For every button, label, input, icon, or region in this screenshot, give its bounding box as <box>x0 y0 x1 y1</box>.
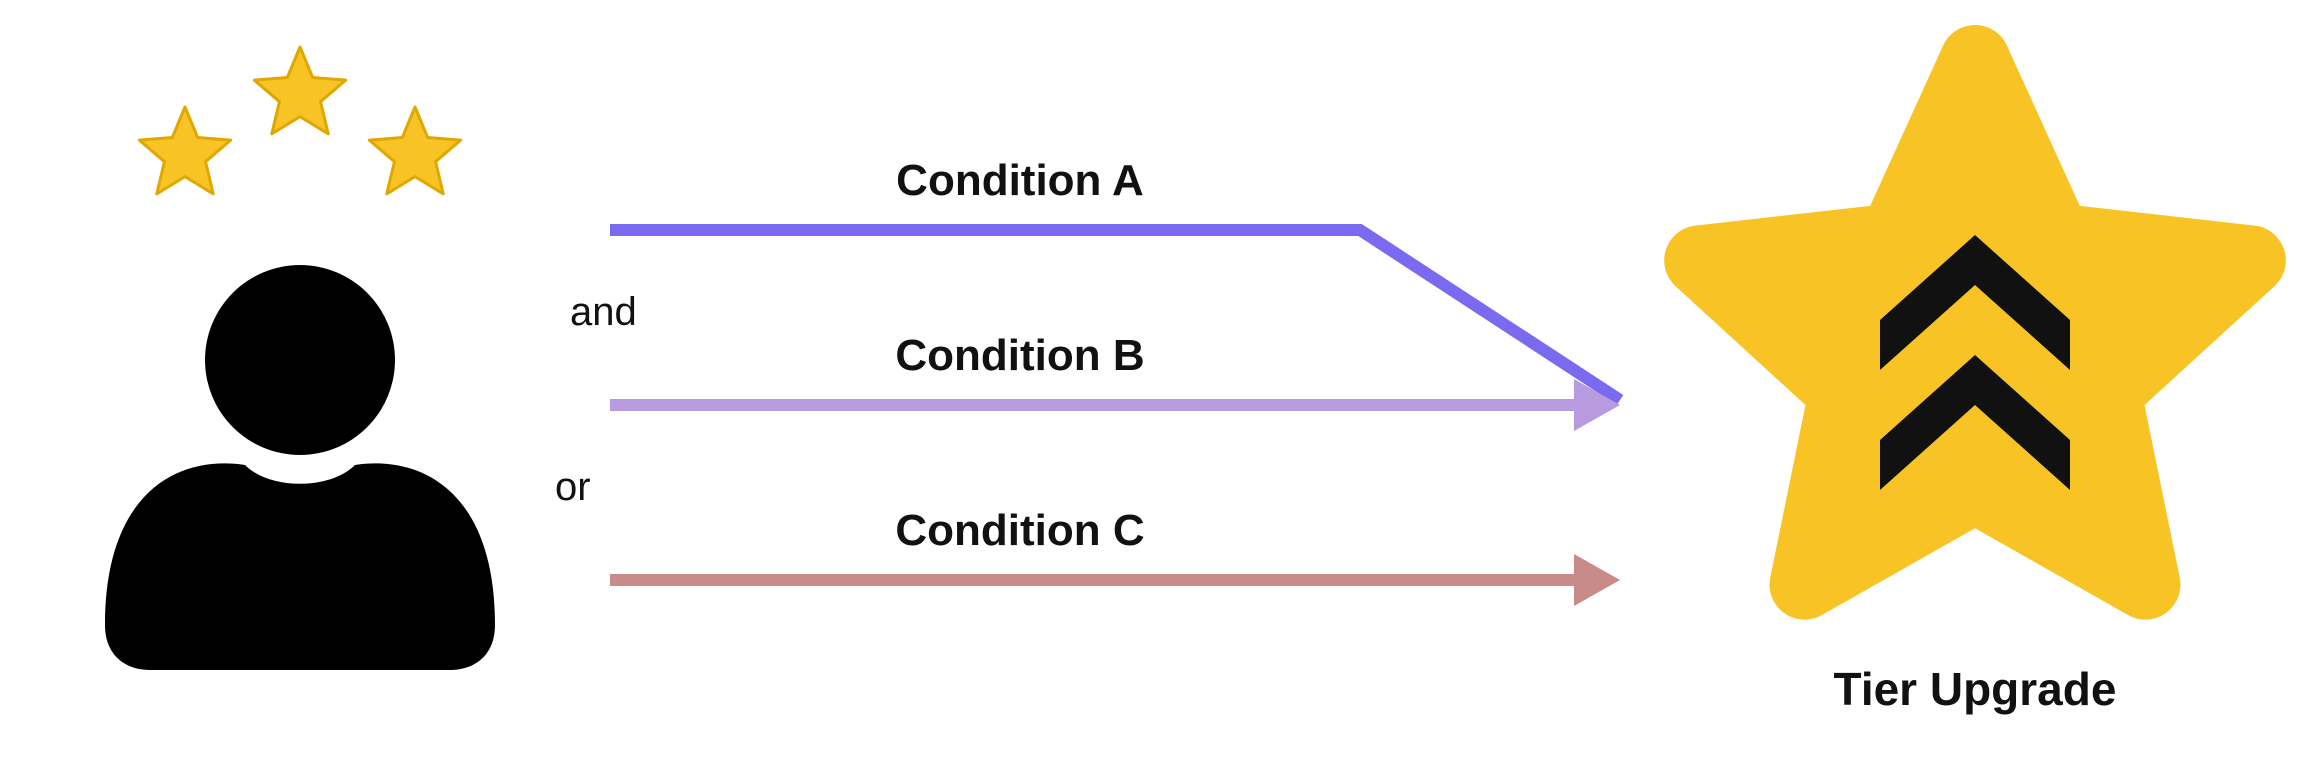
connector-or: or <box>555 465 591 509</box>
user-star-icon <box>139 107 230 194</box>
tier-upgrade-icon <box>1699 60 2251 585</box>
arrow-condition-c: Condition C <box>610 506 1620 606</box>
connector-and: and <box>570 290 637 334</box>
condition-c-label: Condition C <box>895 506 1144 555</box>
user-star-icon <box>254 47 345 134</box>
arrow-condition-b: Condition B <box>610 331 1620 431</box>
condition-b-label: Condition B <box>895 331 1144 380</box>
arrows-group: Condition A Condition B Condition C and or <box>555 156 1620 606</box>
condition-a-label: Condition A <box>896 156 1144 205</box>
user-star-icon <box>369 107 460 194</box>
user-icon <box>105 47 495 670</box>
tier-upgrade-label: Tier Upgrade <box>1834 663 2117 715</box>
